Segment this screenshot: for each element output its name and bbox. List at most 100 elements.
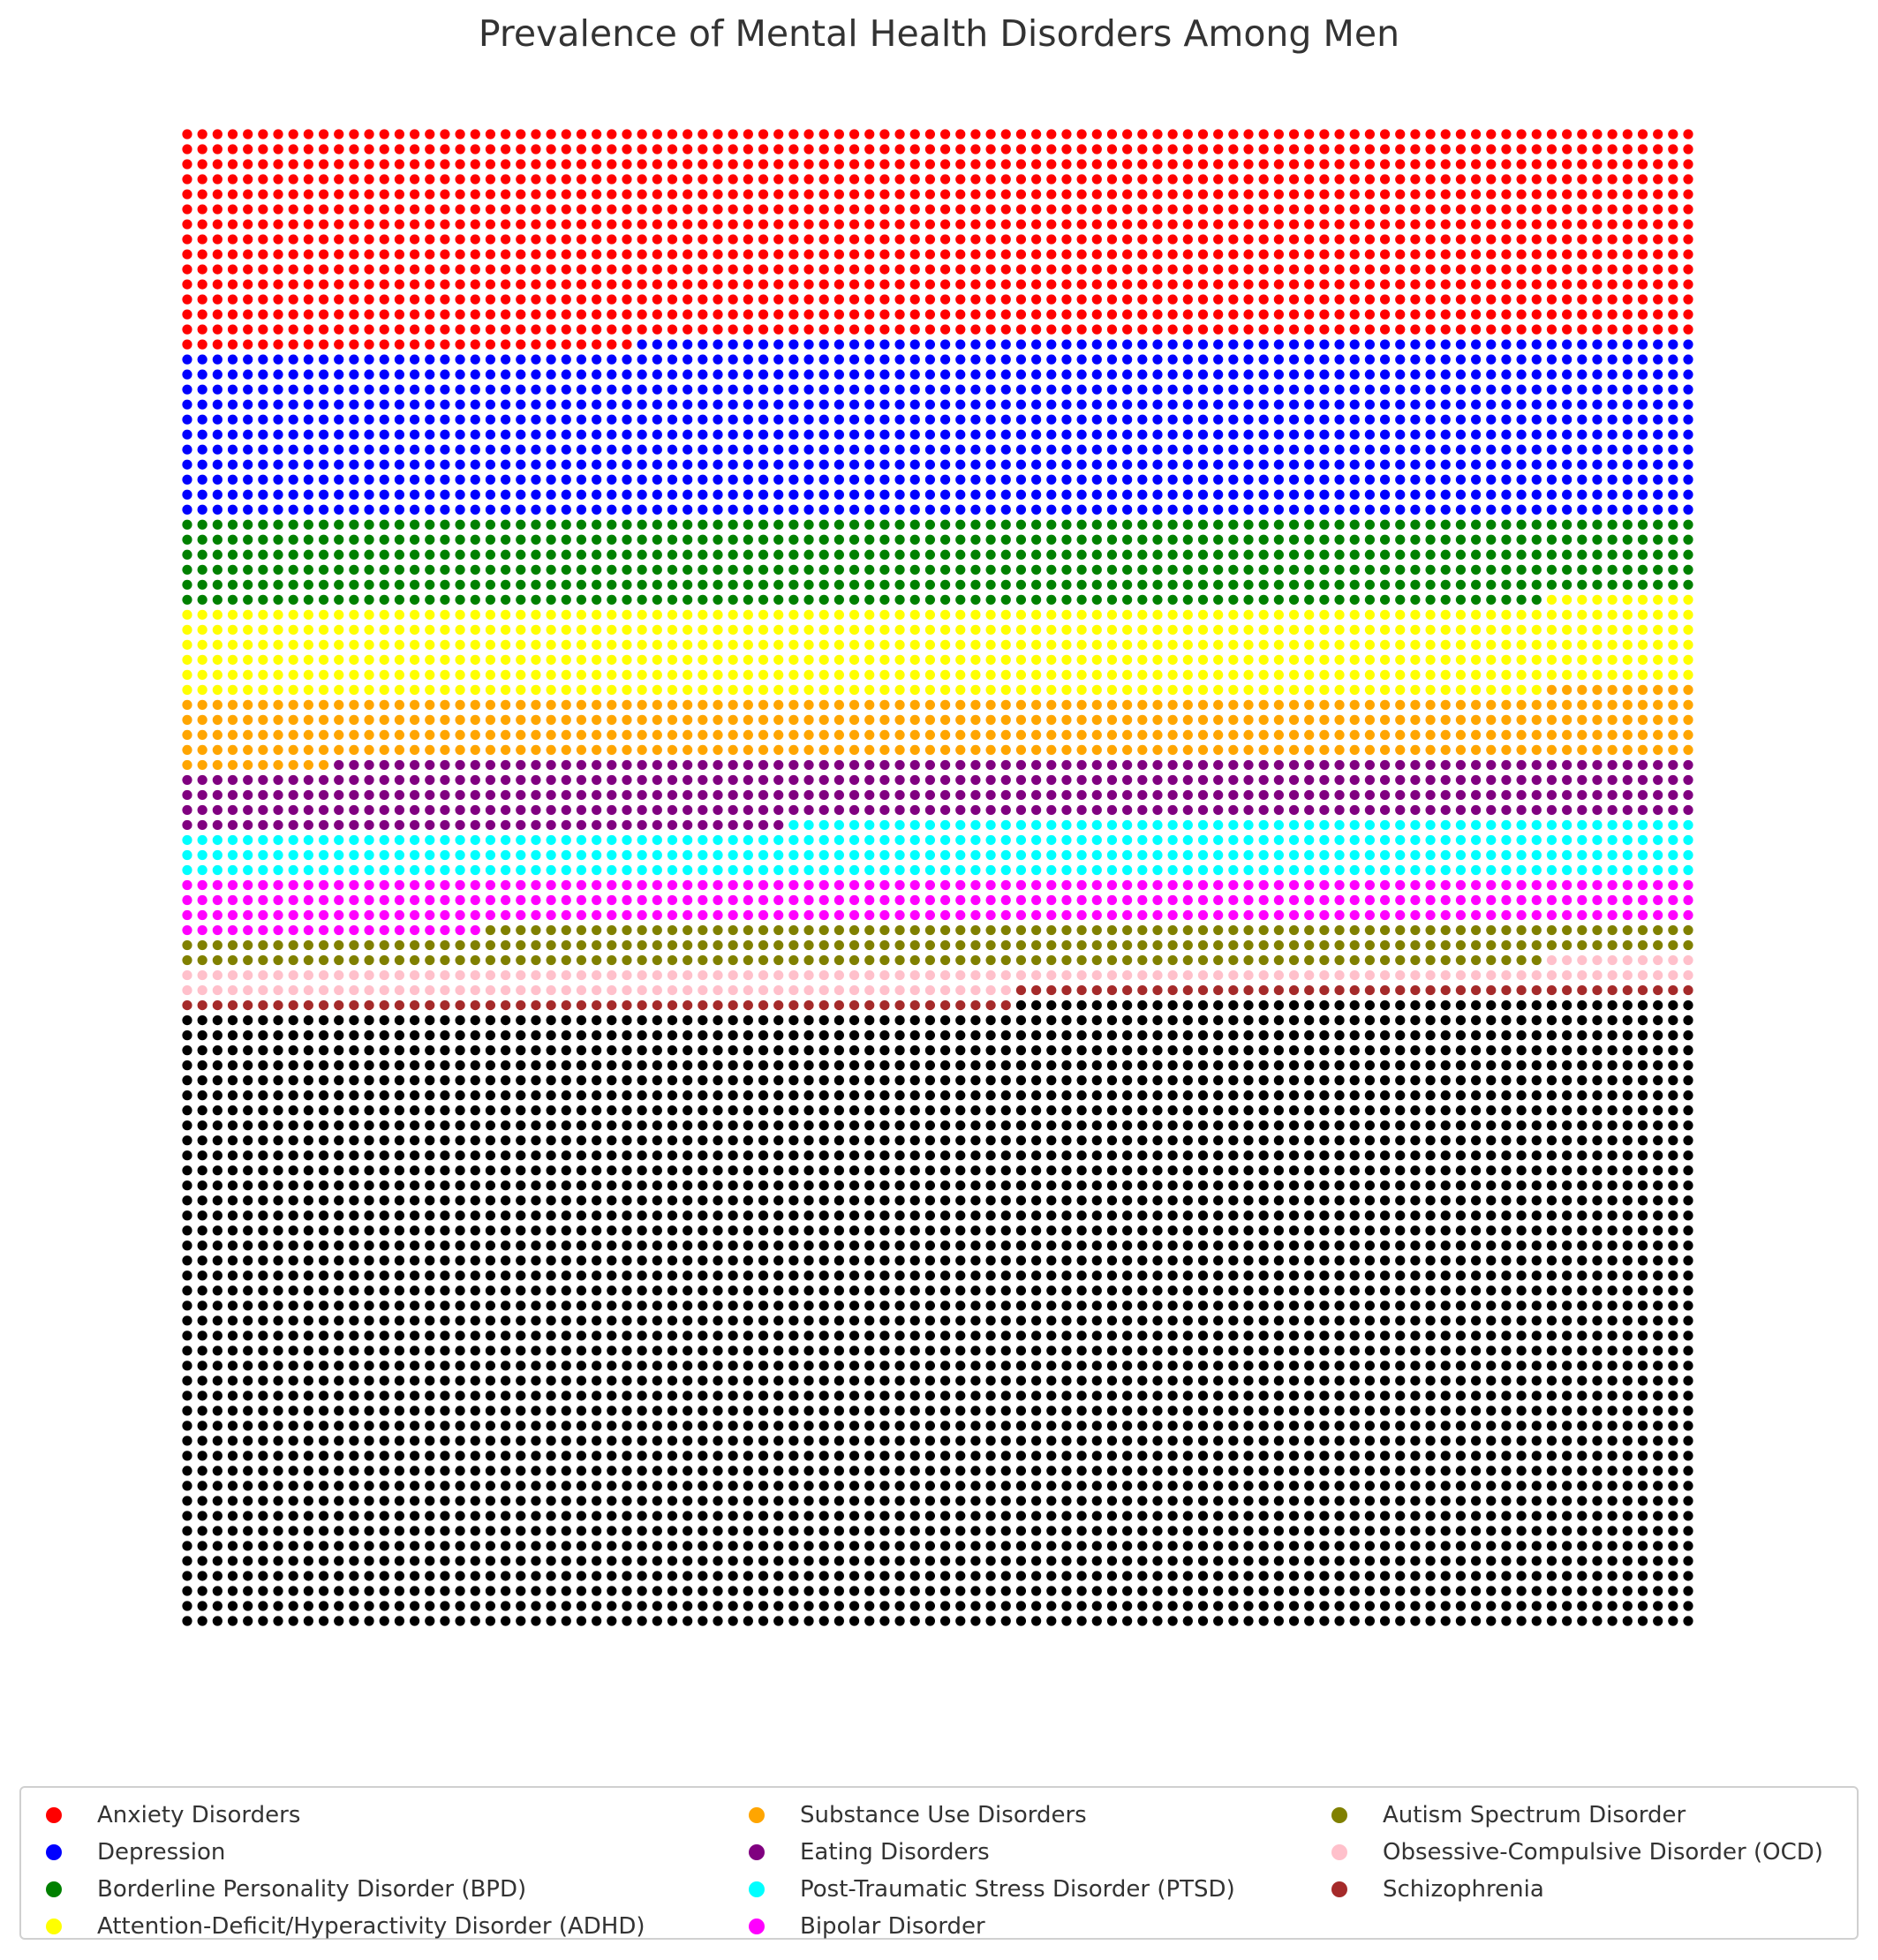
waffle-dot-2 bbox=[1122, 504, 1133, 515]
waffle-dot-7 bbox=[197, 864, 207, 876]
waffle-dot-1 bbox=[440, 234, 450, 245]
waffle-dot-6 bbox=[1152, 774, 1163, 786]
waffle-dot-1 bbox=[728, 204, 738, 215]
waffle-dot-3 bbox=[1167, 549, 1178, 560]
waffle-dot-2 bbox=[1501, 414, 1512, 425]
waffle-dot-1 bbox=[728, 189, 738, 200]
waffle-dot-7 bbox=[379, 849, 389, 861]
waffle-dot-4 bbox=[470, 639, 480, 650]
waffle-dot-1 bbox=[273, 294, 283, 305]
waffle-dot-4 bbox=[1364, 654, 1375, 665]
waffle-dot-2 bbox=[1471, 369, 1482, 380]
waffle-dot-5 bbox=[318, 744, 329, 756]
waffle-dot-7 bbox=[1015, 834, 1027, 846]
waffle-dot-7 bbox=[743, 864, 753, 876]
waffle-dot-7 bbox=[501, 849, 511, 861]
waffle-dot-2 bbox=[1213, 354, 1224, 365]
waffle-dot-1 bbox=[818, 204, 829, 215]
waffle-dot-1 bbox=[939, 204, 951, 215]
waffle-dot-6 bbox=[833, 759, 844, 771]
waffle-dot-4 bbox=[1031, 609, 1042, 620]
waffle-dot-2 bbox=[592, 459, 602, 470]
waffle-dot-3 bbox=[1440, 534, 1451, 545]
waffle-dot-6 bbox=[1471, 774, 1482, 786]
waffle-dot-5 bbox=[1531, 744, 1542, 756]
waffle-dot-1 bbox=[303, 219, 313, 230]
waffle-dot-4 bbox=[318, 669, 329, 680]
waffle-dot-3 bbox=[197, 534, 207, 545]
waffle-dot-2 bbox=[1152, 474, 1163, 485]
waffle-dot-7 bbox=[1364, 819, 1375, 831]
waffle-dot-6 bbox=[1653, 804, 1663, 816]
waffle-dot-7 bbox=[1562, 819, 1573, 831]
waffle-dot-3 bbox=[1395, 564, 1406, 575]
waffle-dot-1 bbox=[637, 264, 647, 275]
waffle-dot-1 bbox=[1607, 249, 1618, 260]
waffle-dot-3 bbox=[1364, 519, 1375, 530]
waffle-dot-4 bbox=[985, 639, 996, 650]
waffle-dot-1 bbox=[970, 129, 981, 139]
waffle-dot-1 bbox=[607, 294, 617, 305]
waffle-dot-1 bbox=[924, 159, 936, 170]
waffle-dot-3 bbox=[1577, 549, 1588, 560]
waffle-dot-2 bbox=[576, 384, 587, 395]
waffle-dot-4 bbox=[803, 654, 814, 665]
waffle-dot-4 bbox=[1683, 609, 1693, 620]
waffle-dot-2 bbox=[1061, 474, 1072, 485]
waffle-dot-2 bbox=[743, 489, 753, 500]
waffle-dot-4 bbox=[1288, 609, 1300, 620]
waffle-dot-4 bbox=[939, 654, 951, 665]
waffle-dot-1 bbox=[1607, 279, 1618, 290]
waffle-dot-2 bbox=[1577, 399, 1588, 410]
waffle-dot-4 bbox=[743, 654, 753, 665]
waffle-dot-5 bbox=[516, 714, 526, 725]
waffle-dot-1 bbox=[394, 309, 404, 320]
waffle-dot-6 bbox=[1410, 804, 1421, 816]
waffle-dot-2 bbox=[1425, 459, 1436, 470]
waffle-dot-7 bbox=[1258, 819, 1269, 831]
waffle-dot-2 bbox=[758, 444, 769, 455]
waffle-dot-3 bbox=[970, 579, 981, 590]
waffle-dot-5 bbox=[592, 744, 602, 756]
waffle-dot-1 bbox=[1167, 249, 1178, 260]
waffle-dot-1 bbox=[985, 249, 996, 260]
waffle-dot-4 bbox=[773, 624, 784, 635]
waffle-dot-6 bbox=[1531, 804, 1542, 816]
waffle-dot-4 bbox=[1653, 594, 1663, 605]
waffle-dot-1 bbox=[652, 249, 662, 260]
waffle-dot-3 bbox=[288, 564, 298, 575]
waffle-dot-4 bbox=[258, 654, 268, 665]
waffle-dot-1 bbox=[455, 249, 465, 260]
waffle-dot-3 bbox=[1076, 579, 1087, 590]
waffle-dot-7 bbox=[1653, 819, 1663, 831]
waffle-dot-5 bbox=[1668, 699, 1678, 710]
waffle-dot-2 bbox=[1486, 429, 1497, 440]
waffle-dot-2 bbox=[803, 489, 814, 500]
waffle-dot-1 bbox=[1531, 234, 1542, 245]
waffle-dot-4 bbox=[788, 684, 799, 695]
waffle-dot-1 bbox=[409, 189, 420, 200]
waffle-dot-1 bbox=[531, 219, 541, 230]
waffle-dot-1 bbox=[1061, 129, 1072, 139]
waffle-dot-6 bbox=[1243, 789, 1254, 801]
waffle-dot-3 bbox=[1213, 534, 1224, 545]
waffle-dot-6 bbox=[546, 804, 556, 816]
waffle-dot-3 bbox=[288, 519, 298, 530]
waffle-dot-2 bbox=[1122, 474, 1133, 485]
waffle-dot-1 bbox=[970, 294, 981, 305]
waffle-dot-2 bbox=[425, 399, 435, 410]
waffle-dot-2 bbox=[1531, 474, 1542, 485]
waffle-dot-1 bbox=[1273, 189, 1284, 200]
waffle-dot-3 bbox=[409, 549, 420, 560]
waffle-dot-5 bbox=[1622, 699, 1633, 710]
waffle-dot-6 bbox=[743, 789, 753, 801]
waffle-dot-6 bbox=[879, 789, 890, 801]
waffle-dot-1 bbox=[1182, 234, 1193, 245]
waffle-dot-4 bbox=[1091, 669, 1102, 680]
waffle-dot-1 bbox=[501, 144, 511, 155]
waffle-dot-3 bbox=[970, 594, 981, 605]
waffle-dot-1 bbox=[788, 174, 799, 185]
waffle-dot-6 bbox=[1637, 759, 1648, 771]
waffle-dot-2 bbox=[1167, 474, 1178, 485]
waffle-dot-1 bbox=[440, 204, 450, 215]
